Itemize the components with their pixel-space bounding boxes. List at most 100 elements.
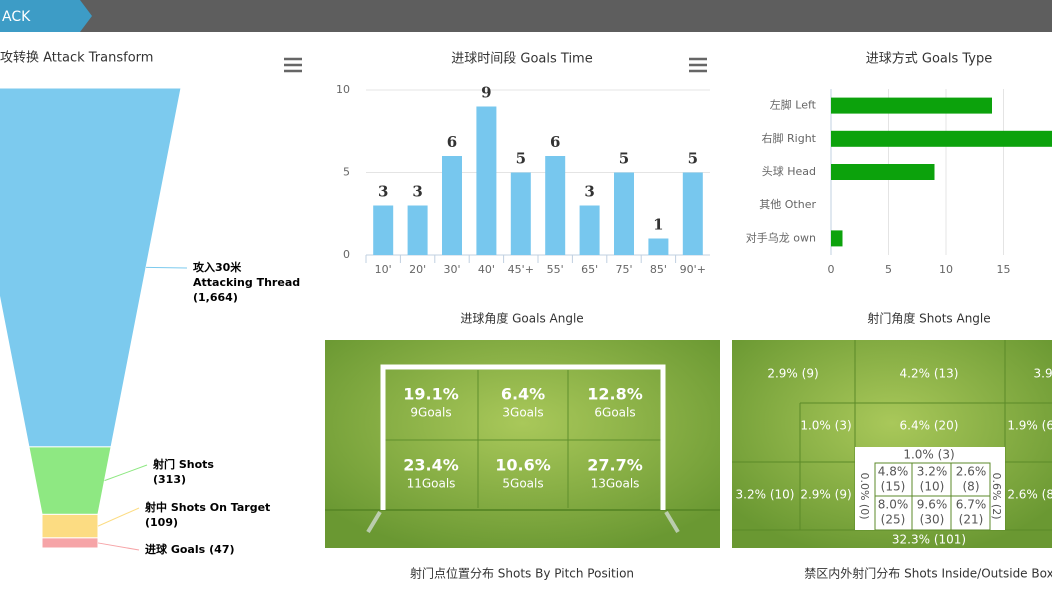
bar (831, 164, 935, 180)
cell-percent: 10.6% (495, 456, 551, 475)
y-tick-label: 右脚 Right (762, 131, 817, 145)
y-tick-label: 其他 Other (759, 198, 816, 211)
value-label: (1,664) (193, 291, 238, 304)
bar (476, 106, 497, 255)
zone-label: 2.6% (8) (1007, 488, 1052, 502)
label-line: 攻入30米 (193, 260, 242, 274)
bar (831, 130, 1052, 147)
funnel-label: 射中 Shots On Target (109) (144, 500, 270, 529)
cell-goals: 5Goals (502, 477, 543, 491)
box-side-label: 0.6% (2) (990, 472, 1003, 519)
zone-label: 3.9% (12) (1034, 367, 1052, 381)
bar (831, 230, 843, 247)
bar (545, 156, 566, 255)
menu-icon[interactable] (284, 57, 302, 73)
funnel-label: 攻入30米 Attacking Thread (1,664) (193, 260, 300, 304)
cell-percent: 12.8% (587, 385, 643, 404)
y-tick-label: 对手乌龙 own (746, 230, 816, 244)
cell-goals: 13Goals (591, 477, 640, 491)
cell-percent: 19.1% (403, 385, 459, 404)
y-tick-label: 头球 Head (762, 164, 816, 178)
bar (614, 172, 634, 255)
y-tick-label: 5 (343, 166, 350, 179)
funnel-segment (28, 446, 112, 515)
box-area (855, 447, 1005, 530)
x-tick-label: 55' (547, 263, 564, 276)
bar (510, 172, 531, 255)
x-tick-label: 10 (939, 263, 953, 276)
box-side-label: 0.0% (0) (858, 472, 871, 519)
y-tick-label: 0 (343, 248, 350, 261)
data-label: 3 (584, 183, 594, 201)
funnel-segment (41, 537, 99, 549)
cell-goals: 3Goals (502, 406, 543, 420)
box-cell-count: (25) (881, 513, 906, 527)
zone-label: 4.2% (13) (900, 367, 959, 381)
x-tick-label: 15 (997, 263, 1011, 276)
panel-title: 射门角度 Shots Angle (867, 311, 990, 326)
funnel-segment (41, 513, 99, 539)
bar (648, 238, 669, 255)
menu-icon[interactable] (689, 57, 707, 73)
connector (97, 507, 140, 527)
bar (682, 172, 703, 255)
box-cell-percent: 2.6% (956, 465, 987, 479)
bar (579, 205, 600, 255)
bar (407, 205, 428, 255)
value-label: (313) (153, 473, 186, 486)
zone-label: 1.9% (6) (1007, 419, 1052, 433)
box-cell-percent: 8.0% (878, 498, 909, 512)
chart-title: 攻转换 Attack Transform (0, 51, 153, 66)
cell-goals: 6Goals (594, 406, 635, 420)
box-cell-percent: 3.2% (917, 465, 948, 479)
bar (831, 97, 992, 114)
panel-title: 进球角度 Goals Angle (460, 311, 583, 326)
x-tick-label: 30' (443, 263, 460, 276)
chart-title: 进球方式 Goals Type (866, 51, 993, 67)
cell-goals: 11Goals (407, 477, 456, 491)
box-cell-count: (15) (881, 480, 906, 494)
zone-label: 32.3% (101) (892, 533, 966, 547)
box-cell-percent: 4.8% (878, 465, 909, 479)
box-cell-count: (30) (920, 513, 945, 527)
label-line: 射门 Shots (152, 457, 214, 471)
box-cell-percent: 9.6% (917, 498, 948, 512)
box-top-label: 1.0% (3) (903, 448, 954, 462)
goal-frame (380, 364, 666, 510)
x-tick-label: 40' (478, 263, 495, 276)
x-tick-label: 20' (409, 263, 426, 276)
x-tick-label: 85' (650, 263, 667, 276)
top-bar (0, 0, 1052, 32)
data-label: 5 (619, 150, 629, 168)
zone-label: 6.4% (20) (900, 419, 959, 433)
data-label: 6 (447, 133, 457, 151)
label-line: 射中 Shots On Target (144, 500, 270, 514)
cell-percent: 6.4% (501, 385, 545, 404)
box-cell-count: (21) (959, 513, 984, 527)
box-cell-percent: 6.7% (956, 498, 987, 512)
tab-label[interactable]: ACK (2, 9, 31, 25)
x-tick-label: 45'+ (508, 263, 534, 276)
label-line: 进球 Goals (145, 542, 206, 556)
y-tick-label: 左脚 Left (770, 98, 817, 112)
cell-percent: 23.4% (403, 456, 459, 475)
data-label: 5 (688, 150, 698, 168)
x-tick-label: 90'+ (680, 263, 706, 276)
data-label: 9 (481, 84, 491, 102)
x-tick-label: 65' (581, 263, 598, 276)
x-tick-label: 75' (615, 263, 632, 276)
data-label: 6 (550, 133, 560, 151)
bar (373, 205, 394, 255)
cell-goals: 9Goals (410, 406, 451, 420)
zone-label: 1.0% (3) (800, 419, 851, 433)
bar (442, 156, 462, 255)
label-line: Attacking Thread (193, 276, 300, 289)
data-label: 3 (412, 183, 422, 201)
zone-label: 2.9% (9) (767, 367, 818, 381)
connector (97, 542, 140, 551)
tab[interactable] (0, 0, 92, 32)
x-tick-label: 5 (885, 263, 892, 276)
goal-post-shadow (366, 510, 680, 534)
